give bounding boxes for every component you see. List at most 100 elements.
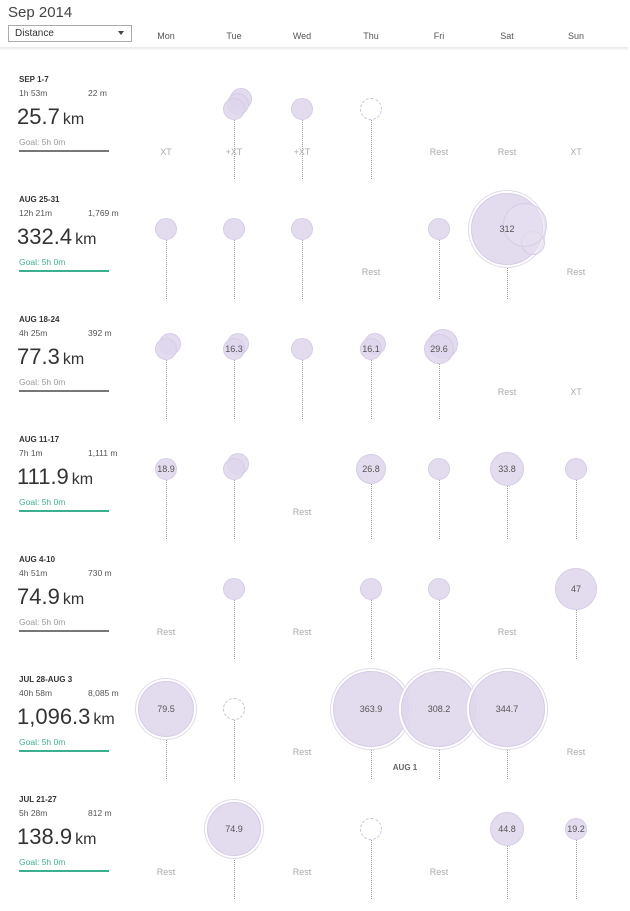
activity-bubble[interactable] [155,338,177,360]
metric-dropdown[interactable]: Distance [8,25,132,42]
activity-bubble[interactable] [291,98,313,120]
week-goal: Goal: 5h 0m [19,737,66,747]
day-stem [439,480,440,539]
activity-bubble[interactable] [428,578,450,600]
day-header-sun: Sun [567,31,585,41]
week-goal: Goal: 5h 0m [19,617,66,627]
activity-bubble[interactable] [565,818,587,840]
week-row[interactable]: JUL 28-AUG 3 40h 58m 8,085 m 1,096.3 km Goal:… [0,671,630,791]
header-divider [0,47,628,50]
week-date-range[interactable]: JUL 21-27 [19,795,57,804]
day-tag: Rest [292,867,312,877]
week-date-range[interactable]: AUG 18-24 [19,315,60,324]
week-date-range[interactable]: SEP 1-7 [19,75,49,84]
day-tag: Rest [566,267,586,277]
day-header-fri: Fri [433,31,445,41]
day-stem [371,840,372,899]
week-distance-unit: km [71,471,94,488]
activity-bubble[interactable] [223,218,245,240]
week-row[interactable]: AUG 18-24 4h 25m 392 m 77.3 km Goal: 5h 0m 16.… [0,311,630,431]
week-row[interactable]: AUG 4-10 4h 51m 730 m 74.9 km Goal: 5h 0m Rest… [0,551,630,671]
week-distance: 111.9 km [17,464,93,490]
day-stem [166,737,167,779]
empty-activity-bubble[interactable] [360,818,382,840]
activity-bubble[interactable] [565,458,587,480]
day-stem [507,846,508,899]
activity-bubble[interactable] [469,671,545,747]
activity-bubble[interactable] [223,458,245,480]
week-row[interactable]: AUG 25-31 12h 21m 1,769 m 332.4 km Goal: 5h 0… [0,191,630,311]
week-date-range[interactable]: AUG 4-10 [19,555,56,564]
activity-bubble[interactable] [207,802,261,856]
day-header-mon: Mon [157,31,175,41]
activity-bubble[interactable] [360,338,382,360]
week-distance: 77.3 km [17,344,84,370]
day-stem [439,364,440,419]
empty-activity-bubble[interactable] [223,698,245,720]
goal-progress-bar [19,630,109,632]
goal-progress-bar [19,150,109,152]
chevron-down-icon [118,31,124,35]
week-date-range[interactable]: JUL 28-AUG 3 [19,675,73,684]
day-stem [371,360,372,419]
month-marker: AUG 1 [392,763,418,772]
activity-bubble[interactable] [223,338,245,360]
week-date-range[interactable]: AUG 25-31 [19,195,60,204]
day-stem [576,840,577,899]
activity-bubble[interactable] [223,578,245,600]
week-goal: Goal: 5h 0m [19,257,66,267]
week-distance-unit: km [93,711,115,728]
day-stem [234,120,235,179]
week-row[interactable]: SEP 1-7 1h 53m 22 m 25.7 km Goal: 5h 0m XT +XT +… [0,71,630,191]
week-distance: 74.9 km [17,584,84,610]
day-tag: Rest [429,147,449,157]
activity-bubble[interactable] [333,671,409,747]
activity-bubble[interactable] [291,218,313,240]
day-stem [507,747,508,779]
day-header-sat: Sat [500,31,514,41]
empty-activity-bubble[interactable] [360,98,382,120]
week-row[interactable]: JUL 21-27 5h 28m 812 m 138.9 km Goal: 5h 0m Re… [0,791,630,911]
activity-bubble[interactable] [155,458,177,480]
day-stem [234,720,235,779]
activity-bubble[interactable] [490,812,524,846]
week-distance: 1,096.3 km [17,704,115,730]
day-stem [371,120,372,179]
day-stem [166,240,167,299]
activity-bubble[interactable] [155,218,177,240]
activity-bubble[interactable] [223,98,245,120]
week-distance-value: 74.9 [17,584,60,609]
week-distance-unit: km [62,591,85,608]
activity-bubble[interactable] [360,578,382,600]
day-tag: Rest [292,747,312,757]
week-distance-unit: km [62,111,85,128]
goal-progress-bar [19,870,109,872]
day-stem [507,265,508,299]
week-duration: 12h 21m [19,208,53,218]
activity-bubble[interactable] [428,218,450,240]
week-row[interactable]: AUG 11-17 7h 1m 1,111 m 111.9 km Goal: 5h 0m 1… [0,431,630,551]
day-stem [576,610,577,659]
activity-bubble[interactable] [503,203,547,247]
activity-bubble[interactable] [356,454,386,484]
activity-bubble[interactable] [401,671,477,747]
activity-bubble[interactable] [555,568,597,610]
day-header-thu: Thu [363,31,379,41]
week-date-range[interactable]: AUG 11-17 [19,435,60,444]
week-elevation: 812 m [88,808,112,818]
activity-bubble[interactable] [291,338,313,360]
activity-bubble[interactable] [490,452,524,486]
week-duration: 1h 53m [19,88,48,98]
day-stem [302,360,303,419]
day-stem [371,484,372,539]
day-header-tue: Tue [226,31,242,41]
day-stem [371,600,372,659]
day-stem [234,360,235,419]
activity-bubble[interactable] [138,681,194,737]
week-duration: 5h 28m [19,808,48,818]
activity-bubble[interactable] [424,334,454,364]
day-tag: +XT [225,147,243,157]
day-stem [302,240,303,299]
activity-bubble[interactable] [428,458,450,480]
day-stem [507,486,508,539]
